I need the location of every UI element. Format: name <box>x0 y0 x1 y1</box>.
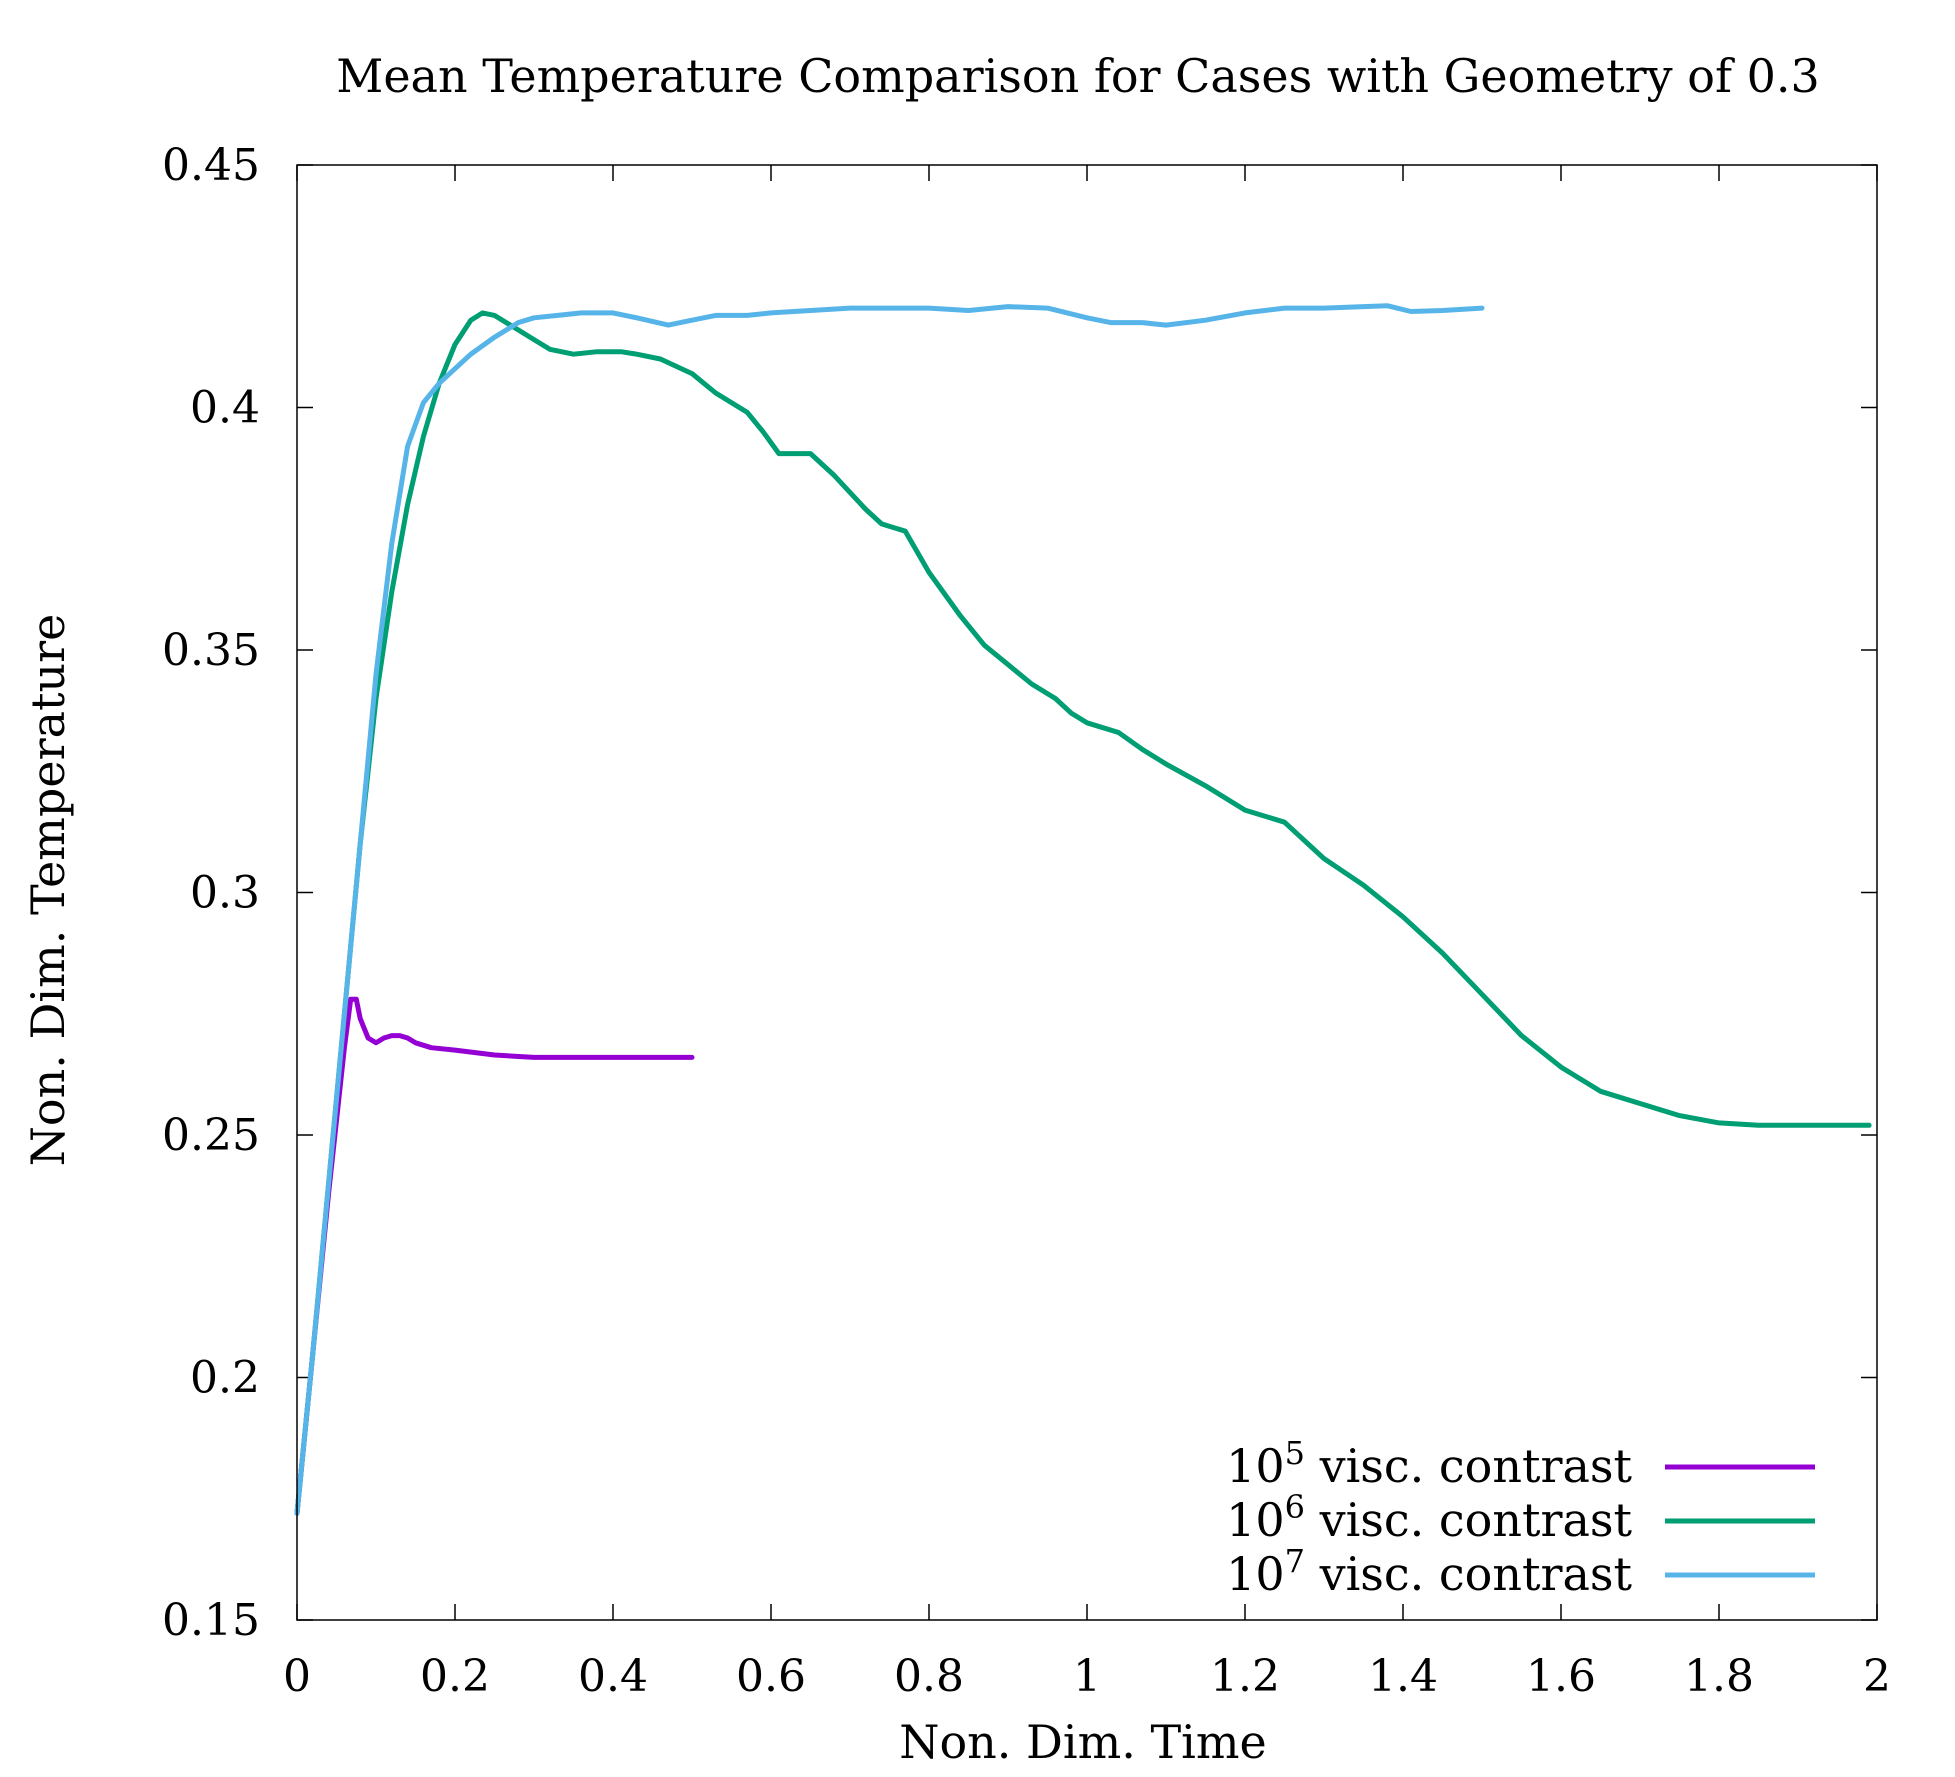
legend-label-exponent: 5 <box>1285 1434 1305 1472</box>
x-tick-label: 2 <box>1863 1651 1891 1702</box>
x-tick-label: 0.2 <box>420 1651 490 1702</box>
axis-ticks: 0 0.2 0.4 0.6 0.8 1 1.2 1.4 1.6 1.8 2 0.15 0.2 0.25 0.… <box>162 140 1891 1702</box>
legend-label-text: visc. contrast <box>1305 1439 1633 1493</box>
series-line-1 <box>294 996 695 1516</box>
x-tick-label: 1 <box>1073 1651 1101 1702</box>
series-line-3 <box>294 303 1485 1516</box>
legend-label-exponent: 7 <box>1285 1542 1305 1580</box>
y-tick-label: 0.35 <box>162 625 260 676</box>
chart-title: Mean Temperature Comparison for Cases wi… <box>336 49 1820 103</box>
x-axis-label: Non. Dim. Time <box>899 1715 1267 1769</box>
y-tick-label: 0.25 <box>162 1110 260 1161</box>
y-tick-label: 0.2 <box>190 1353 260 1404</box>
y-tick-label: 0.15 <box>162 1595 260 1646</box>
x-tick-label: 1.2 <box>1210 1651 1280 1702</box>
x-tick-label: 1.8 <box>1684 1651 1754 1702</box>
legend-label: 105 visc. contrast <box>1226 1434 1632 1493</box>
series-line-2 <box>294 310 1872 1516</box>
x-tick-label: 0.4 <box>578 1651 648 1702</box>
x-tick-label: 0.8 <box>894 1651 964 1702</box>
legend-label: 106 visc. contrast <box>1226 1488 1632 1547</box>
y-tick-label: 0.4 <box>190 383 260 434</box>
legend-label: 107 visc. contrast <box>1226 1542 1632 1601</box>
legend-label-exponent: 6 <box>1285 1488 1305 1526</box>
legend-label-text: visc. contrast <box>1305 1493 1633 1547</box>
y-tick-label: 0.3 <box>190 868 260 919</box>
legend-label-text: visc. contrast <box>1305 1547 1633 1601</box>
y-tick-label: 0.45 <box>162 140 260 191</box>
series-layer <box>294 303 1872 1516</box>
x-tick-label: 0 <box>283 1651 311 1702</box>
plot-frame <box>296 164 1878 1621</box>
legend-label-base: 10 <box>1226 1493 1285 1547</box>
legend-label-base: 10 <box>1226 1547 1285 1601</box>
x-tick-label: 0.6 <box>736 1651 806 1702</box>
x-tick-label: 1.4 <box>1368 1651 1438 1702</box>
x-tick-label: 1.6 <box>1526 1651 1596 1702</box>
legend-label-base: 10 <box>1226 1439 1285 1493</box>
y-axis-label: Non. Dim. Temperature <box>21 614 75 1167</box>
